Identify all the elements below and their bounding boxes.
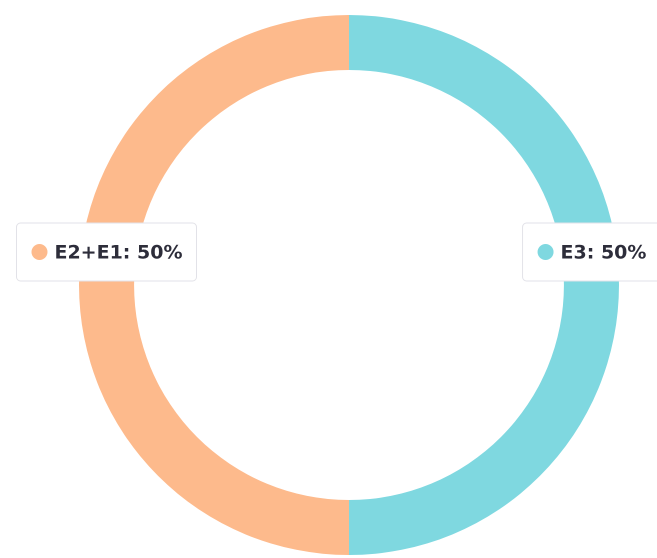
donut-segment [349,15,619,555]
legend-dot [31,244,48,260]
label-text: E3: 50% [561,242,647,264]
data-label: E2+E1: 50% [15,222,198,282]
label-text: E2+E1: 50% [54,242,182,264]
label-box [15,222,198,282]
legend-dot [537,244,554,260]
donut-segment [79,15,349,555]
label-box [522,222,657,282]
data-label: E3: 50% [522,222,657,282]
